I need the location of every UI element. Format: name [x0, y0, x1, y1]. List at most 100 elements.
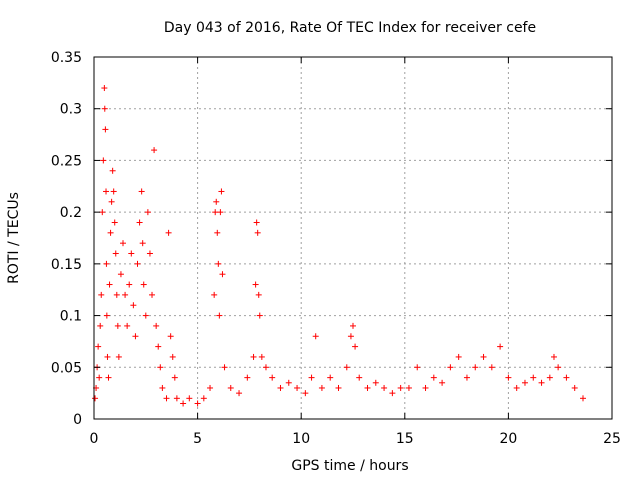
- data-point: [546, 374, 553, 381]
- y-tick-label: 0.05: [51, 360, 82, 376]
- data-point: [335, 384, 342, 391]
- data-point: [120, 240, 127, 247]
- data-point: [109, 167, 116, 174]
- data-point: [113, 291, 120, 298]
- data-point: [111, 219, 118, 226]
- data-point: [153, 322, 160, 329]
- data-point: [114, 322, 121, 329]
- data-point: [108, 198, 115, 205]
- data-point: [100, 157, 107, 164]
- data-points: [92, 85, 586, 407]
- data-point: [302, 390, 309, 397]
- data-point: [414, 364, 421, 371]
- x-tick-label: 20: [499, 431, 517, 447]
- data-point: [200, 395, 207, 402]
- data-point: [312, 333, 319, 340]
- data-point: [171, 374, 178, 381]
- x-tick-label: 5: [193, 431, 202, 447]
- data-point: [218, 188, 225, 195]
- data-point: [277, 384, 284, 391]
- data-point: [488, 364, 495, 371]
- data-point: [530, 374, 537, 381]
- data-point: [163, 395, 170, 402]
- data-point: [480, 353, 487, 360]
- data-point: [95, 343, 102, 350]
- x-axis-title: GPS time / hours: [291, 458, 408, 474]
- data-point: [215, 260, 222, 267]
- data-point: [130, 302, 137, 309]
- data-point: [294, 384, 301, 391]
- data-point: [327, 374, 334, 381]
- data-point: [254, 229, 261, 236]
- data-point: [214, 229, 221, 236]
- data-point: [253, 219, 260, 226]
- data-point: [269, 374, 276, 381]
- data-point: [99, 209, 106, 216]
- data-point: [563, 374, 570, 381]
- y-tick-label: 0.3: [60, 102, 82, 118]
- data-point: [521, 379, 528, 386]
- data-point: [107, 229, 114, 236]
- data-point: [110, 188, 117, 195]
- data-point: [97, 322, 104, 329]
- data-point: [207, 384, 214, 391]
- data-point: [128, 250, 135, 257]
- data-point: [126, 281, 133, 288]
- data-point: [447, 364, 454, 371]
- data-point: [149, 291, 156, 298]
- chart-title: Day 043 of 2016, Rate Of TEC Index for r…: [164, 20, 536, 36]
- data-point: [98, 291, 105, 298]
- data-point: [155, 343, 162, 350]
- data-point: [211, 291, 218, 298]
- data-point: [463, 374, 470, 381]
- data-point: [256, 312, 263, 319]
- data-point: [132, 333, 139, 340]
- data-point: [252, 281, 259, 288]
- data-point: [405, 384, 412, 391]
- data-point: [513, 384, 520, 391]
- data-point: [472, 364, 479, 371]
- y-tick-label: 0.1: [60, 309, 82, 325]
- data-point: [262, 364, 269, 371]
- data-point: [550, 353, 557, 360]
- data-point: [318, 384, 325, 391]
- data-point: [372, 379, 379, 386]
- data-point: [236, 390, 243, 397]
- data-point: [146, 250, 153, 257]
- data-point: [122, 291, 129, 298]
- data-point: [159, 384, 166, 391]
- x-tick-label: 0: [90, 431, 99, 447]
- data-point: [102, 126, 109, 133]
- data-point: [356, 374, 363, 381]
- data-point: [112, 250, 119, 257]
- data-point: [92, 395, 99, 402]
- data-point: [571, 384, 578, 391]
- data-point: [101, 105, 108, 112]
- data-point: [136, 219, 143, 226]
- data-point: [157, 364, 164, 371]
- y-tick-label: 0.25: [51, 153, 82, 169]
- data-point: [216, 312, 223, 319]
- y-tick-labels: 0 0.05 0.1 0.15 0.2 0.25 0.3 0.35: [51, 50, 82, 428]
- data-point: [165, 229, 172, 236]
- data-point: [579, 395, 586, 402]
- data-point: [555, 364, 562, 371]
- data-point: [144, 209, 151, 216]
- data-point: [167, 333, 174, 340]
- data-point: [258, 353, 265, 360]
- data-point: [96, 374, 103, 381]
- y-tick-label: 0.35: [51, 50, 82, 66]
- data-point: [221, 364, 228, 371]
- axis-ticks: [93, 56, 613, 420]
- data-point: [381, 384, 388, 391]
- data-point: [194, 400, 201, 407]
- data-point: [139, 240, 146, 247]
- data-point: [505, 374, 512, 381]
- data-point: [115, 353, 122, 360]
- plot-frame: [93, 56, 613, 420]
- data-point: [455, 353, 462, 360]
- x-tick-label: 15: [396, 431, 414, 447]
- data-point: [212, 209, 219, 216]
- grid: [94, 57, 612, 419]
- data-point: [169, 353, 176, 360]
